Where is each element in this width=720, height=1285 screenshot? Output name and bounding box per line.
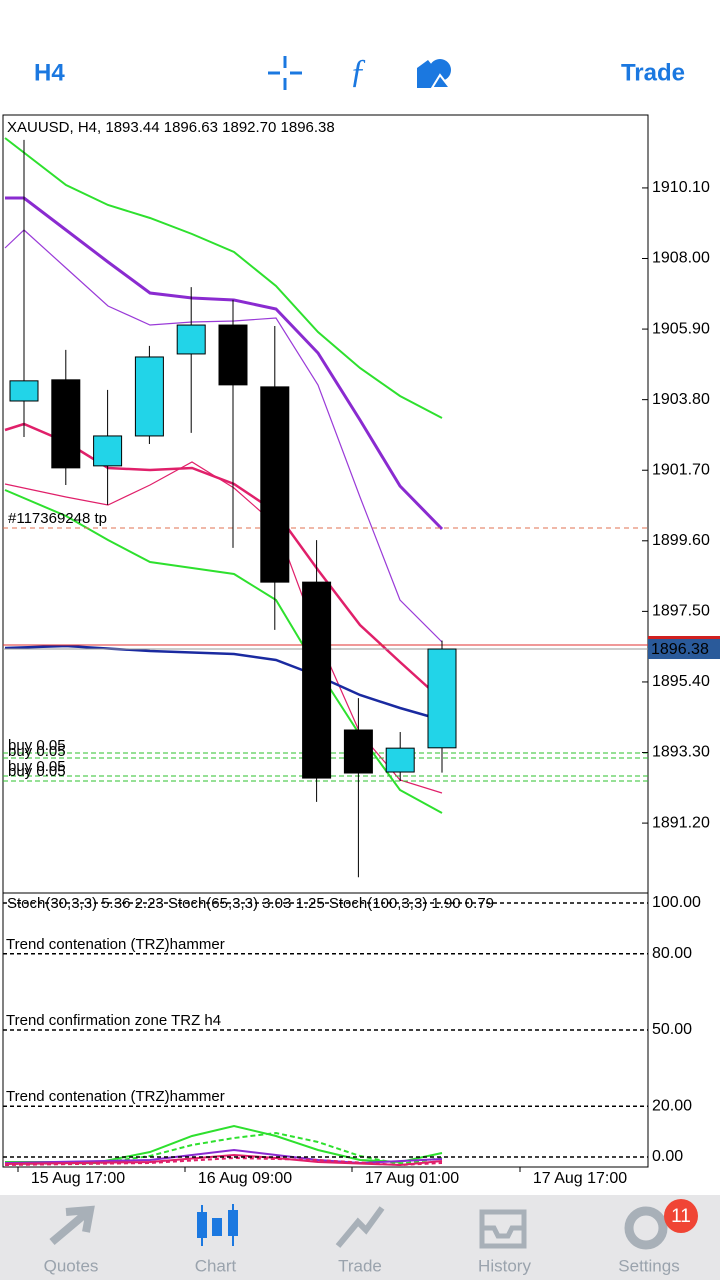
candle-body xyxy=(260,386,290,583)
x-tick-label: 17 Aug 17:00 xyxy=(533,1170,627,1187)
stoch-lines xyxy=(4,1124,443,1167)
crosshair-button[interactable] xyxy=(268,56,302,90)
candle-body xyxy=(93,435,123,467)
candle-body xyxy=(9,380,39,402)
y-tick-label: 1895.40 xyxy=(652,673,710,690)
tab-label[interactable]: History xyxy=(478,1256,531,1275)
candle-body xyxy=(176,324,206,355)
indicators-button[interactable]: ƒ xyxy=(350,53,367,90)
timeframe-button[interactable]: H4 xyxy=(34,59,65,86)
level-text: Trend confirmation zone TRZ h4 xyxy=(6,1012,221,1029)
candle-body xyxy=(427,648,457,749)
tab-icons xyxy=(49,1199,698,1250)
candle-body xyxy=(343,729,373,774)
y-tick-label: 1897.50 xyxy=(652,603,710,620)
y-tick-label: 1908.00 xyxy=(652,250,710,267)
order-label: buy 0.05 xyxy=(8,743,66,760)
settings-badge: 11 xyxy=(671,1206,691,1227)
x-tick-label: 16 Aug 09:00 xyxy=(198,1170,292,1187)
candle-body xyxy=(134,356,164,437)
level-text: Trend contenation (TRZ)hammer xyxy=(6,1088,225,1105)
level-text: Trend contenation (TRZ)hammer xyxy=(6,936,225,953)
objects-button[interactable] xyxy=(417,59,453,89)
y-tick-label: 1903.80 xyxy=(652,391,710,408)
y-tick-label: 1893.30 xyxy=(652,744,710,761)
x-tick-label: 15 Aug 17:00 xyxy=(31,1170,125,1187)
level-label: 20.00 xyxy=(652,1097,692,1114)
tab-bar xyxy=(0,1195,720,1280)
candle-body xyxy=(218,324,248,386)
order-label: buy 0.05 xyxy=(8,737,66,754)
candle-body xyxy=(385,747,415,773)
price-tag xyxy=(648,639,720,660)
tab-label[interactable]: Trade xyxy=(338,1256,382,1275)
x-tick-label: 17 Aug 01:00 xyxy=(365,1170,459,1187)
y-tick-label: 1905.90 xyxy=(652,320,710,337)
tp-label: #117369248 tp xyxy=(8,510,107,527)
level-label: 100.00 xyxy=(652,894,701,911)
tab-label[interactable]: Settings xyxy=(618,1256,679,1275)
tab-label[interactable]: Quotes xyxy=(44,1256,99,1275)
level-label: 0.00 xyxy=(652,1148,683,1165)
level-label: 50.00 xyxy=(652,1021,692,1038)
candle-body xyxy=(51,379,81,469)
tab-label[interactable]: Chart xyxy=(195,1256,237,1275)
y-tick-label: 1901.70 xyxy=(652,461,710,478)
order-label: buy 0.05 xyxy=(8,763,66,780)
order-label: buy 0.05 xyxy=(8,758,66,775)
level-label: 80.00 xyxy=(652,945,692,962)
price-tag-label: 1896.38 xyxy=(651,641,709,658)
y-tick-label: 1899.60 xyxy=(652,532,710,549)
y-tick-label: 1910.10 xyxy=(652,179,710,196)
trade-button[interactable]: Trade xyxy=(621,59,685,86)
chart-header: XAUUSD, H4, 1893.44 1896.63 1892.70 1896… xyxy=(7,119,335,136)
y-tick-label: 1891.20 xyxy=(652,814,710,831)
candle-body xyxy=(302,581,332,779)
